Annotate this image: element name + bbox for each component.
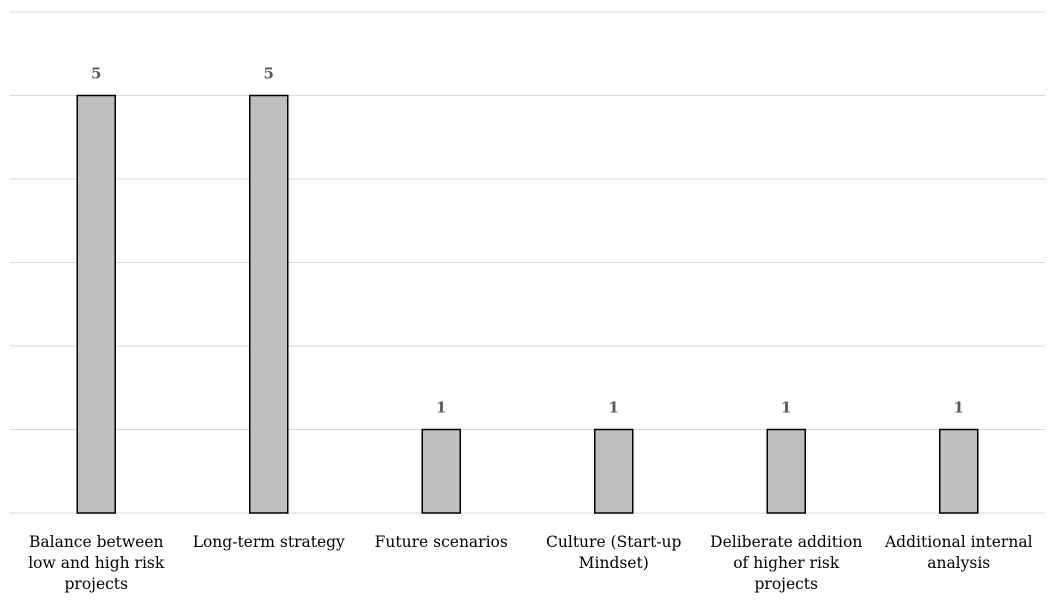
value-label: 1 xyxy=(609,399,619,417)
value-labels: 5 5 1 1 1 1 xyxy=(91,65,964,417)
category-label: Culture (Start-up Mindset) xyxy=(546,533,682,572)
bar xyxy=(766,428,806,514)
category-label: Future scenarios xyxy=(375,533,508,551)
bar xyxy=(249,94,289,514)
category-label: Additional internal analysis xyxy=(884,533,1033,572)
category-label: Deliberate addition of higher risk project… xyxy=(710,533,862,593)
value-label: 1 xyxy=(954,399,964,417)
bars xyxy=(76,94,979,514)
value-label: 5 xyxy=(91,65,101,83)
category-label: Long-term strategy xyxy=(193,533,345,551)
value-label: 1 xyxy=(436,399,446,417)
category-labels: Balance between low and high risk projects… xyxy=(28,533,1032,593)
bar xyxy=(421,428,461,514)
category-label: Balance between low and high risk projects xyxy=(28,533,165,593)
bar xyxy=(939,428,979,514)
value-label: 5 xyxy=(264,65,274,83)
value-label: 1 xyxy=(781,399,791,417)
bar xyxy=(594,428,634,514)
gridlines xyxy=(10,11,1045,514)
bar xyxy=(76,94,116,514)
